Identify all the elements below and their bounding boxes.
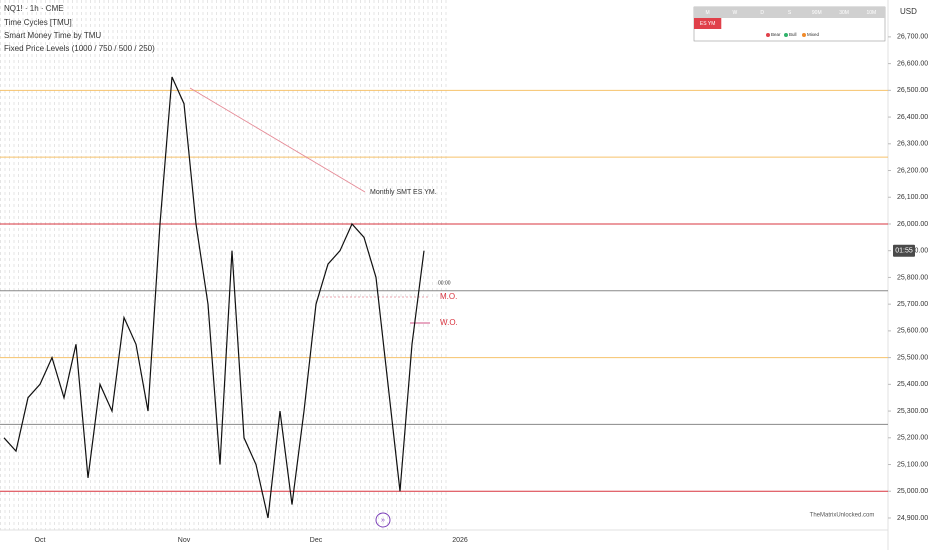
- table-header: 30M: [839, 10, 849, 16]
- legend-dot: [766, 33, 770, 37]
- price-tag: 01:55: [895, 248, 913, 255]
- indicator: Smart Money Time by TMU: [4, 31, 101, 40]
- y-tick-label: 25,000.00: [897, 488, 928, 495]
- x-tick-label: Nov: [178, 537, 191, 544]
- y-tick-label: 25,400.00: [897, 381, 928, 388]
- time-cycle-grid: [0, 0, 450, 530]
- price-tag-box: [893, 244, 915, 257]
- chart-title: NQ1! · 1h · CME: [4, 4, 64, 13]
- y-tick-label: 26,100.00: [897, 194, 928, 201]
- legend-dot: [802, 33, 806, 37]
- levels: [0, 89, 888, 492]
- time-label: 00:00: [438, 280, 451, 286]
- y-tick-label: 25,300.00: [897, 408, 928, 415]
- y-tick-label: 26,500.00: [897, 87, 928, 94]
- legend-label: Mixed: [807, 32, 820, 37]
- y-tick-label: 26,200.00: [897, 167, 928, 174]
- replay-icon[interactable]: [375, 512, 391, 528]
- legend-dot: [784, 33, 788, 37]
- mo-label: M.O.: [440, 292, 457, 301]
- x-tick-label: 2026: [452, 537, 468, 544]
- indicator: Fixed Price Levels (1000 / 750 / 500 / 2…: [4, 44, 155, 53]
- price-line: [3, 76, 425, 519]
- x-tick-label: Oct: [35, 537, 46, 544]
- y-tick-label: 25,700.00: [897, 301, 928, 308]
- y-tick-label: 26,600.00: [897, 60, 928, 67]
- table-cell: [694, 18, 722, 29]
- table-header: D: [760, 10, 764, 16]
- y-tick-label: 25,600.00: [897, 328, 928, 335]
- y-tick-label: 26,700.00: [897, 34, 928, 41]
- smt-label: Monthly SMT ES YM.: [370, 189, 437, 196]
- y-tick-label: 25,500.00: [897, 354, 928, 361]
- table-header: M: [706, 10, 710, 16]
- y-tick-label: 25,800.00: [897, 274, 928, 281]
- watermark: TheMatrixUnlocked.com: [810, 513, 875, 519]
- y-tick-label: 25,100.00: [897, 461, 928, 468]
- smt-line: [189, 87, 366, 193]
- table-header: S: [788, 10, 792, 16]
- indicator: Time Cycles [TMU]: [4, 18, 72, 27]
- y-tick-label: 26,400.00: [897, 114, 928, 121]
- session-table: M W D S 90M 30M 10M ES YM Bear Bull Mixed: [693, 6, 886, 42]
- table-cell-text: ES YM: [700, 21, 715, 27]
- wo-label: W.O.: [440, 318, 458, 327]
- replay-icon-glyph[interactable]: »: [381, 517, 385, 524]
- table-header: 10M: [866, 10, 876, 16]
- y-tick-label: 26,000.00: [897, 221, 928, 228]
- legend-label: Bull: [789, 32, 797, 37]
- currency: USD: [900, 7, 917, 16]
- legend-label: Bear: [771, 32, 781, 37]
- y-tick-label: 24,900.00: [897, 515, 928, 522]
- x-tick-label: Dec: [310, 537, 323, 544]
- table-header: W: [733, 10, 738, 16]
- y-tick-label: 25,200.00: [897, 435, 928, 442]
- table-header: 90M: [812, 10, 822, 16]
- y-tick-label: 26,300.00: [897, 141, 928, 148]
